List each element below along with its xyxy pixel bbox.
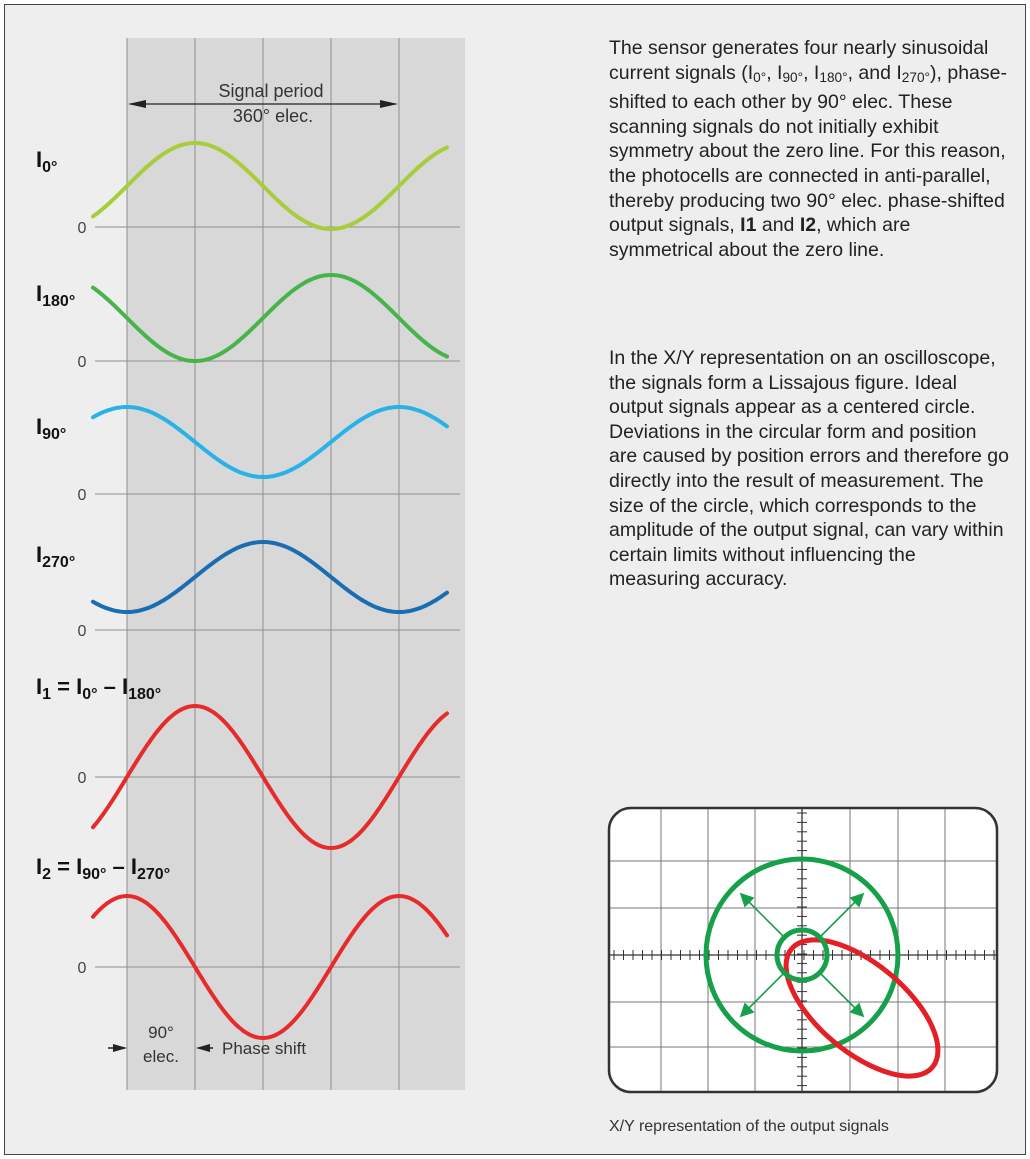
zero-label-i180: 0 bbox=[78, 354, 87, 371]
description-paragraph-1: The sensor generates four nearly sinusoi… bbox=[609, 37, 1007, 261]
period-arrow-left bbox=[128, 100, 146, 108]
amplitude-arrows bbox=[739, 892, 865, 1018]
waveform-i1 bbox=[91, 703, 449, 851]
axis-ticks bbox=[613, 812, 995, 1087]
period-arrow-right bbox=[380, 100, 398, 108]
oscilloscope-axes bbox=[610, 809, 996, 1091]
lissajous-figures bbox=[703, 856, 941, 1079]
signal-labels: I0° I180° I90° I270° I1 = I0° – I180° I2… bbox=[36, 147, 170, 883]
phase-degrees-label: 90° bbox=[148, 1023, 174, 1042]
zero-label-i90: 0 bbox=[78, 487, 87, 504]
waveform-i180 bbox=[91, 273, 449, 363]
zero-label-i0: 0 bbox=[78, 220, 87, 237]
phase-shift-label: Phase shift bbox=[222, 1039, 306, 1058]
error-ellipse bbox=[783, 937, 941, 1079]
phase-shift-annotation: 90° elec. Phase shift bbox=[108, 1023, 306, 1066]
phase-elec-label: elec. bbox=[143, 1047, 179, 1066]
zero-labels: 0 0 0 0 0 0 bbox=[78, 220, 87, 977]
label-i270: I270° bbox=[36, 542, 75, 571]
label-i90: I90° bbox=[36, 414, 66, 443]
waveform-i270 bbox=[91, 540, 449, 614]
phase-arrow-left bbox=[196, 1044, 210, 1052]
zero-label-i270: 0 bbox=[78, 623, 87, 640]
waveform-i0 bbox=[91, 141, 449, 231]
waveform-i2 bbox=[91, 893, 449, 1041]
waveforms bbox=[91, 141, 449, 1041]
signal-period-label: Signal period bbox=[218, 81, 323, 101]
quarter-period-lines bbox=[126, 38, 400, 1090]
oscilloscope-caption: X/Y representation of the output signals bbox=[609, 1118, 889, 1135]
ideal-circle-large bbox=[703, 856, 901, 1054]
phase-arrow-right bbox=[113, 1044, 127, 1052]
oscilloscope-display bbox=[607, 806, 999, 1094]
description-paragraph-2: In the X/Y representation on an oscillos… bbox=[609, 347, 1009, 591]
oscilloscope-screen bbox=[607, 806, 999, 1094]
ideal-circle-small bbox=[774, 927, 830, 983]
label-i180: I180° bbox=[36, 281, 75, 310]
zero-label-i2: 0 bbox=[78, 960, 87, 977]
signal-period-band bbox=[127, 38, 465, 1090]
label-i1-equation: I1 = I0° – I180° bbox=[36, 674, 161, 703]
signal-period-degrees: 360° elec. bbox=[233, 106, 313, 126]
zero-label-i1: 0 bbox=[78, 770, 87, 787]
label-i0: I0° bbox=[36, 147, 57, 176]
label-i2-equation: I2 = I90° – I270° bbox=[36, 854, 170, 883]
waveform-i90 bbox=[91, 405, 449, 479]
signal-period-dimension: Signal period 360° elec. bbox=[128, 81, 398, 126]
